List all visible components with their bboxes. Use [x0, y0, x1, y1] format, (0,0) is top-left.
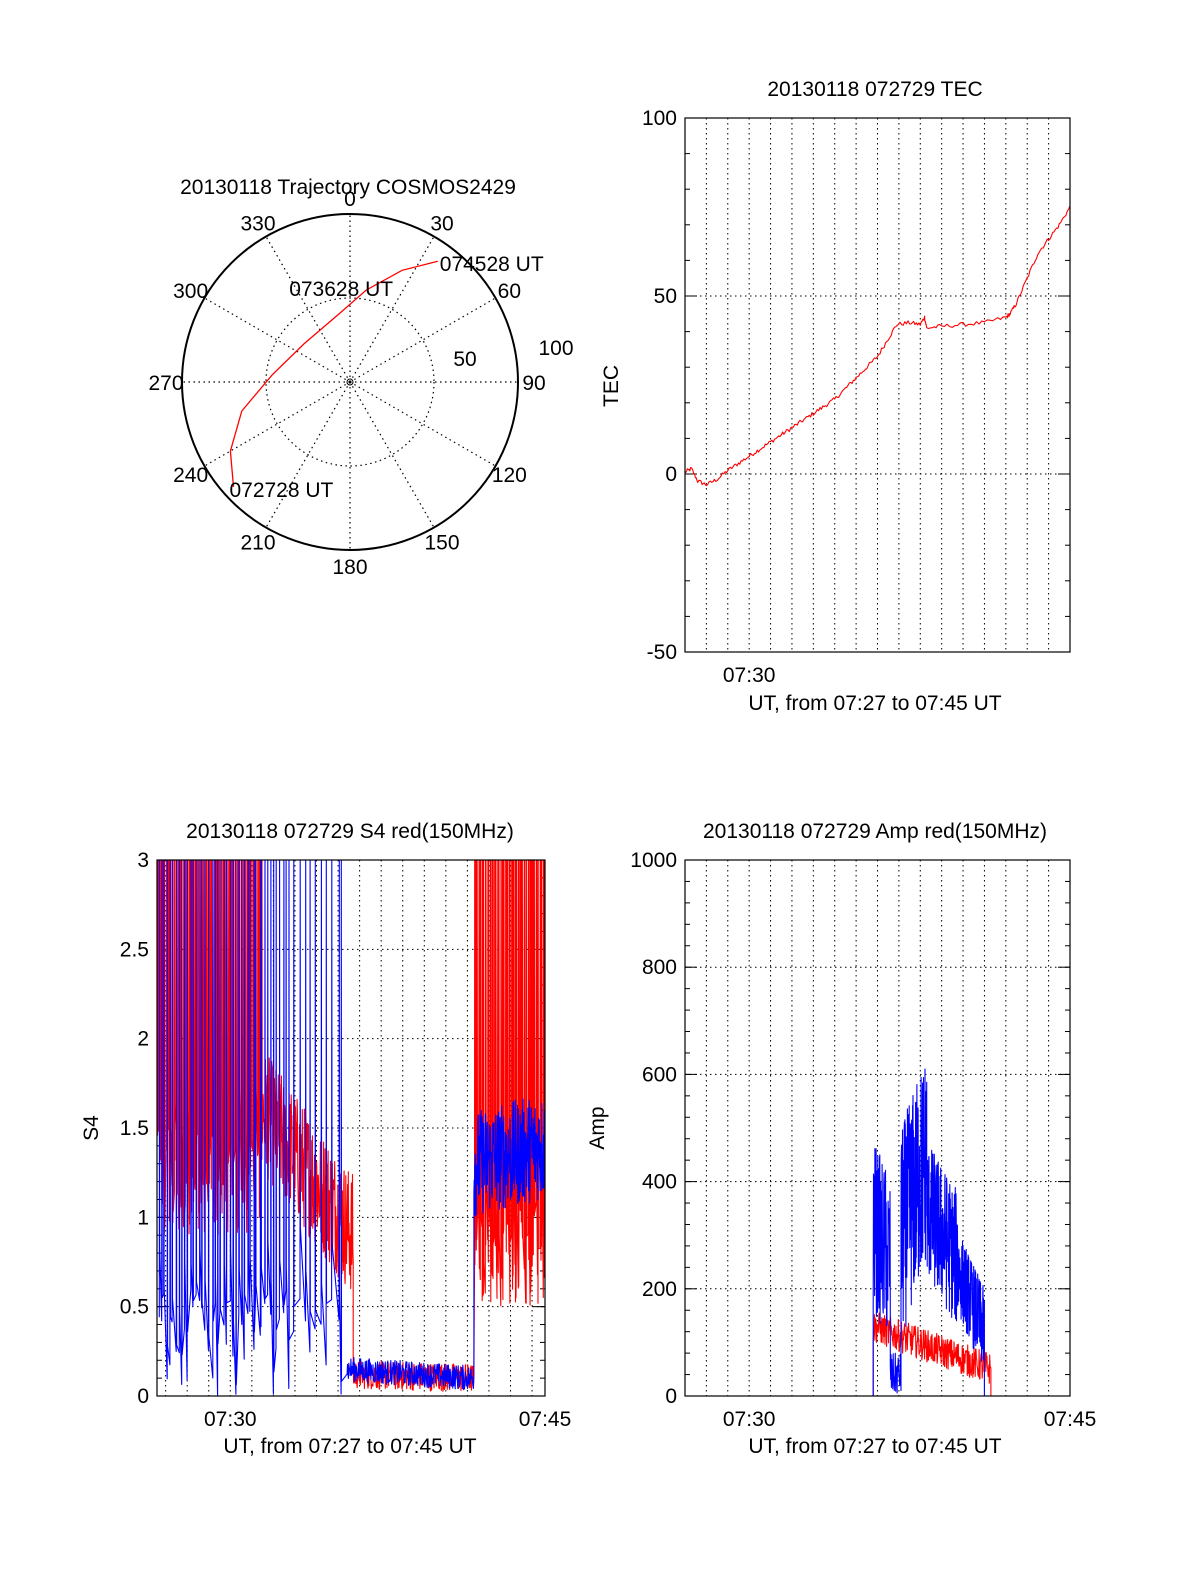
- horizon-circle: [181, 213, 519, 551]
- series-line: [158, 860, 545, 1396]
- series-line: [685, 205, 1070, 487]
- y-tick-label: 400: [642, 1171, 677, 1194]
- azimuth-tick-label: 270: [148, 372, 183, 395]
- elevation-ring: [265, 297, 435, 467]
- azimuth-tick-label: 120: [492, 464, 527, 487]
- azimuth-tick-label: 0: [344, 188, 356, 211]
- y-tick-label: 0.5: [120, 1296, 149, 1319]
- y-tick-label: 0: [665, 463, 677, 486]
- plot-frame: [684, 859, 1071, 1397]
- chart-title: 20130118 072729 Amp red(150MHz): [703, 820, 1047, 843]
- azimuth-gridline: [349, 236, 435, 383]
- azimuth-tick-label: 300: [173, 280, 208, 303]
- y-tick-label: 2.5: [120, 938, 149, 961]
- trajectory-time-label: 072728 UT: [229, 479, 333, 502]
- s4-chart: 20130118 072729 S4 red(150MHz) UT, from …: [80, 820, 571, 1458]
- y-tick-label: 2: [137, 1028, 149, 1051]
- series-group: [685, 1068, 1070, 1396]
- x-tick-label: 07:45: [1044, 1408, 1097, 1431]
- elevation-ring-label: 100: [538, 337, 573, 360]
- chart-title: 20130118 072729 TEC: [767, 78, 982, 101]
- x-axis-label: UT, from 07:27 to 07:45 UT: [748, 692, 1001, 715]
- y-tick-label: 50: [654, 285, 677, 308]
- azimuth-tick-label: 210: [240, 531, 275, 554]
- y-tick-label: 3: [137, 849, 149, 872]
- y-tick-label: 800: [642, 956, 677, 979]
- amp-chart: 20130118 072729 Amp red(150MHz) UT, from…: [586, 820, 1096, 1458]
- y-tick-label: 100: [642, 107, 677, 130]
- azimuth-tick-label: 150: [424, 531, 459, 554]
- azimuth-tick-label: 30: [430, 213, 453, 236]
- x-tick-label: 07:30: [204, 1408, 257, 1431]
- series-line: [157, 860, 545, 1392]
- azimuth-gridline: [265, 236, 351, 383]
- y-tick-label: 600: [642, 1063, 677, 1086]
- azimuth-tick-label: 90: [522, 372, 545, 395]
- x-axis-label: UT, from 07:27 to 07:45 UT: [223, 1435, 476, 1458]
- series-line: [685, 1068, 1070, 1396]
- series-line: [685, 1312, 1070, 1396]
- y-axis-label: TEC: [600, 365, 623, 407]
- trajectory-time-label: 074528 UT: [440, 253, 544, 276]
- series-group: [685, 205, 1070, 487]
- y-axis-label: Amp: [586, 1106, 609, 1149]
- azimuth-tick-label: 180: [332, 556, 367, 579]
- elevation-ring-label: 50: [453, 348, 476, 371]
- y-tick-label: -50: [647, 641, 677, 664]
- y-tick-label: 0: [137, 1385, 149, 1408]
- azimuth-gridline: [349, 297, 496, 383]
- y-tick-label: 1.5: [120, 1117, 149, 1140]
- azimuth-gridline: [349, 381, 496, 467]
- y-axis-label: S4: [80, 1115, 103, 1141]
- y-tick-label: 1: [137, 1206, 149, 1229]
- x-tick-label: 07:45: [519, 1408, 572, 1431]
- tec-chart: 20130118 072729 TEC UT, from 07:27 to 07…: [600, 78, 1071, 715]
- series-group: [157, 860, 545, 1396]
- y-tick-label: 200: [642, 1278, 677, 1301]
- chart-title: 20130118 Trajectory COSMOS2429: [180, 176, 516, 199]
- x-tick-label: 07:30: [723, 664, 776, 687]
- azimuth-gridline: [204, 297, 351, 383]
- azimuth-tick-label: 60: [498, 280, 521, 303]
- zenith-marker: [346, 378, 354, 386]
- polar-trajectory-chart: 20130118 Trajectory COSMOS2429 0 30 60 90 12…: [148, 176, 573, 579]
- x-axis-label: UT, from 07:27 to 07:45 UT: [748, 1435, 1001, 1458]
- chart-title: 20130118 072729 S4 red(150MHz): [186, 820, 514, 843]
- x-tick-label: 07:30: [723, 1408, 776, 1431]
- y-tick-label: 0: [665, 1385, 677, 1408]
- azimuth-tick-label: 330: [240, 213, 275, 236]
- azimuth-tick-label: 240: [173, 464, 208, 487]
- plot-frame: [684, 117, 1071, 653]
- azimuth-gridline: [204, 381, 351, 467]
- plot-frame: [156, 859, 546, 1397]
- azimuth-gridline: [349, 381, 435, 528]
- trajectory-time-label: 073628 UT: [289, 278, 393, 301]
- y-tick-label: 1000: [630, 849, 677, 872]
- trajectory-line: [229, 260, 438, 487]
